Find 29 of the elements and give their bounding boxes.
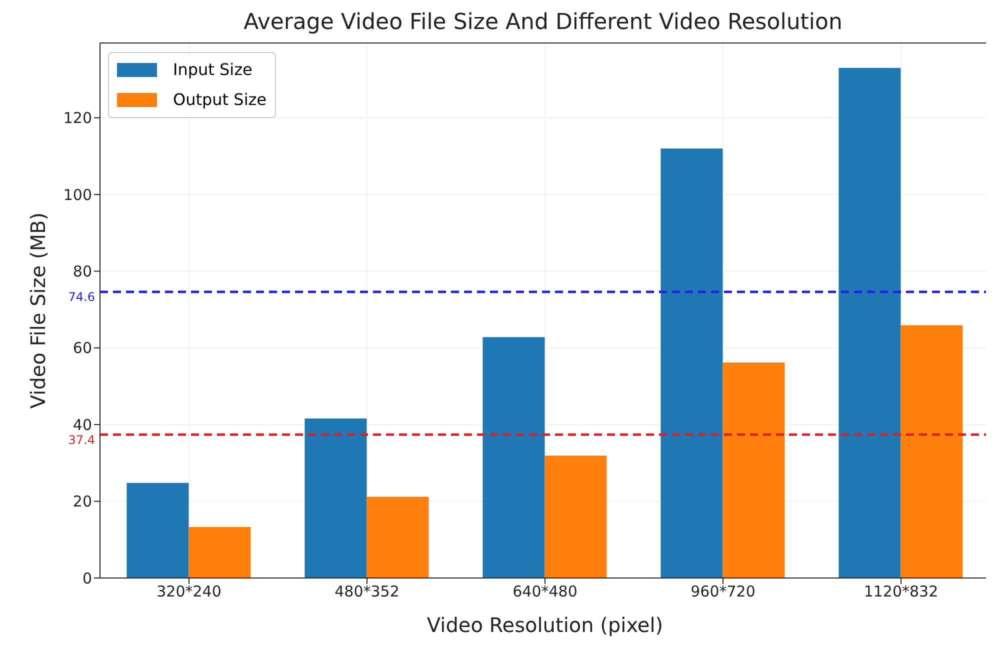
bar: [366, 496, 429, 578]
ref-line-label: 74.6: [68, 290, 95, 304]
y-tick-label: 20: [72, 492, 92, 511]
bar: [188, 526, 251, 578]
y-tick-label: 120: [63, 109, 92, 128]
x-tick-label: 1120*832: [864, 582, 938, 601]
bar: [660, 148, 723, 578]
x-tick-label: 320*240: [156, 582, 222, 601]
legend-label: Output Size: [173, 89, 267, 111]
x-tick-label: 640*480: [512, 582, 578, 601]
bar: [126, 482, 189, 578]
ref-line-label: 37.4: [68, 432, 95, 447]
bar: [722, 362, 785, 578]
x-axis-title: Video Resolution (pixel): [426, 613, 664, 637]
chart-title: Average Video File Size And Different Video Resolution: [242, 10, 844, 35]
bar: [544, 456, 607, 578]
y-tick-label: 40: [72, 416, 92, 434]
bar: [482, 337, 545, 578]
bar: [900, 325, 963, 578]
y-tick-label: 80: [72, 262, 92, 281]
y-axis-title: Video File Size (MB): [26, 212, 50, 409]
bar: [838, 68, 901, 578]
y-tick-label: 0: [82, 569, 92, 588]
legend-label: Input Size: [173, 59, 252, 81]
bar: [304, 418, 367, 578]
y-tick-label: 60: [72, 339, 92, 358]
x-tick-label: 960*720: [690, 582, 756, 601]
y-tick-label: 100: [63, 186, 92, 204]
x-tick-label: 480*352: [334, 582, 400, 601]
